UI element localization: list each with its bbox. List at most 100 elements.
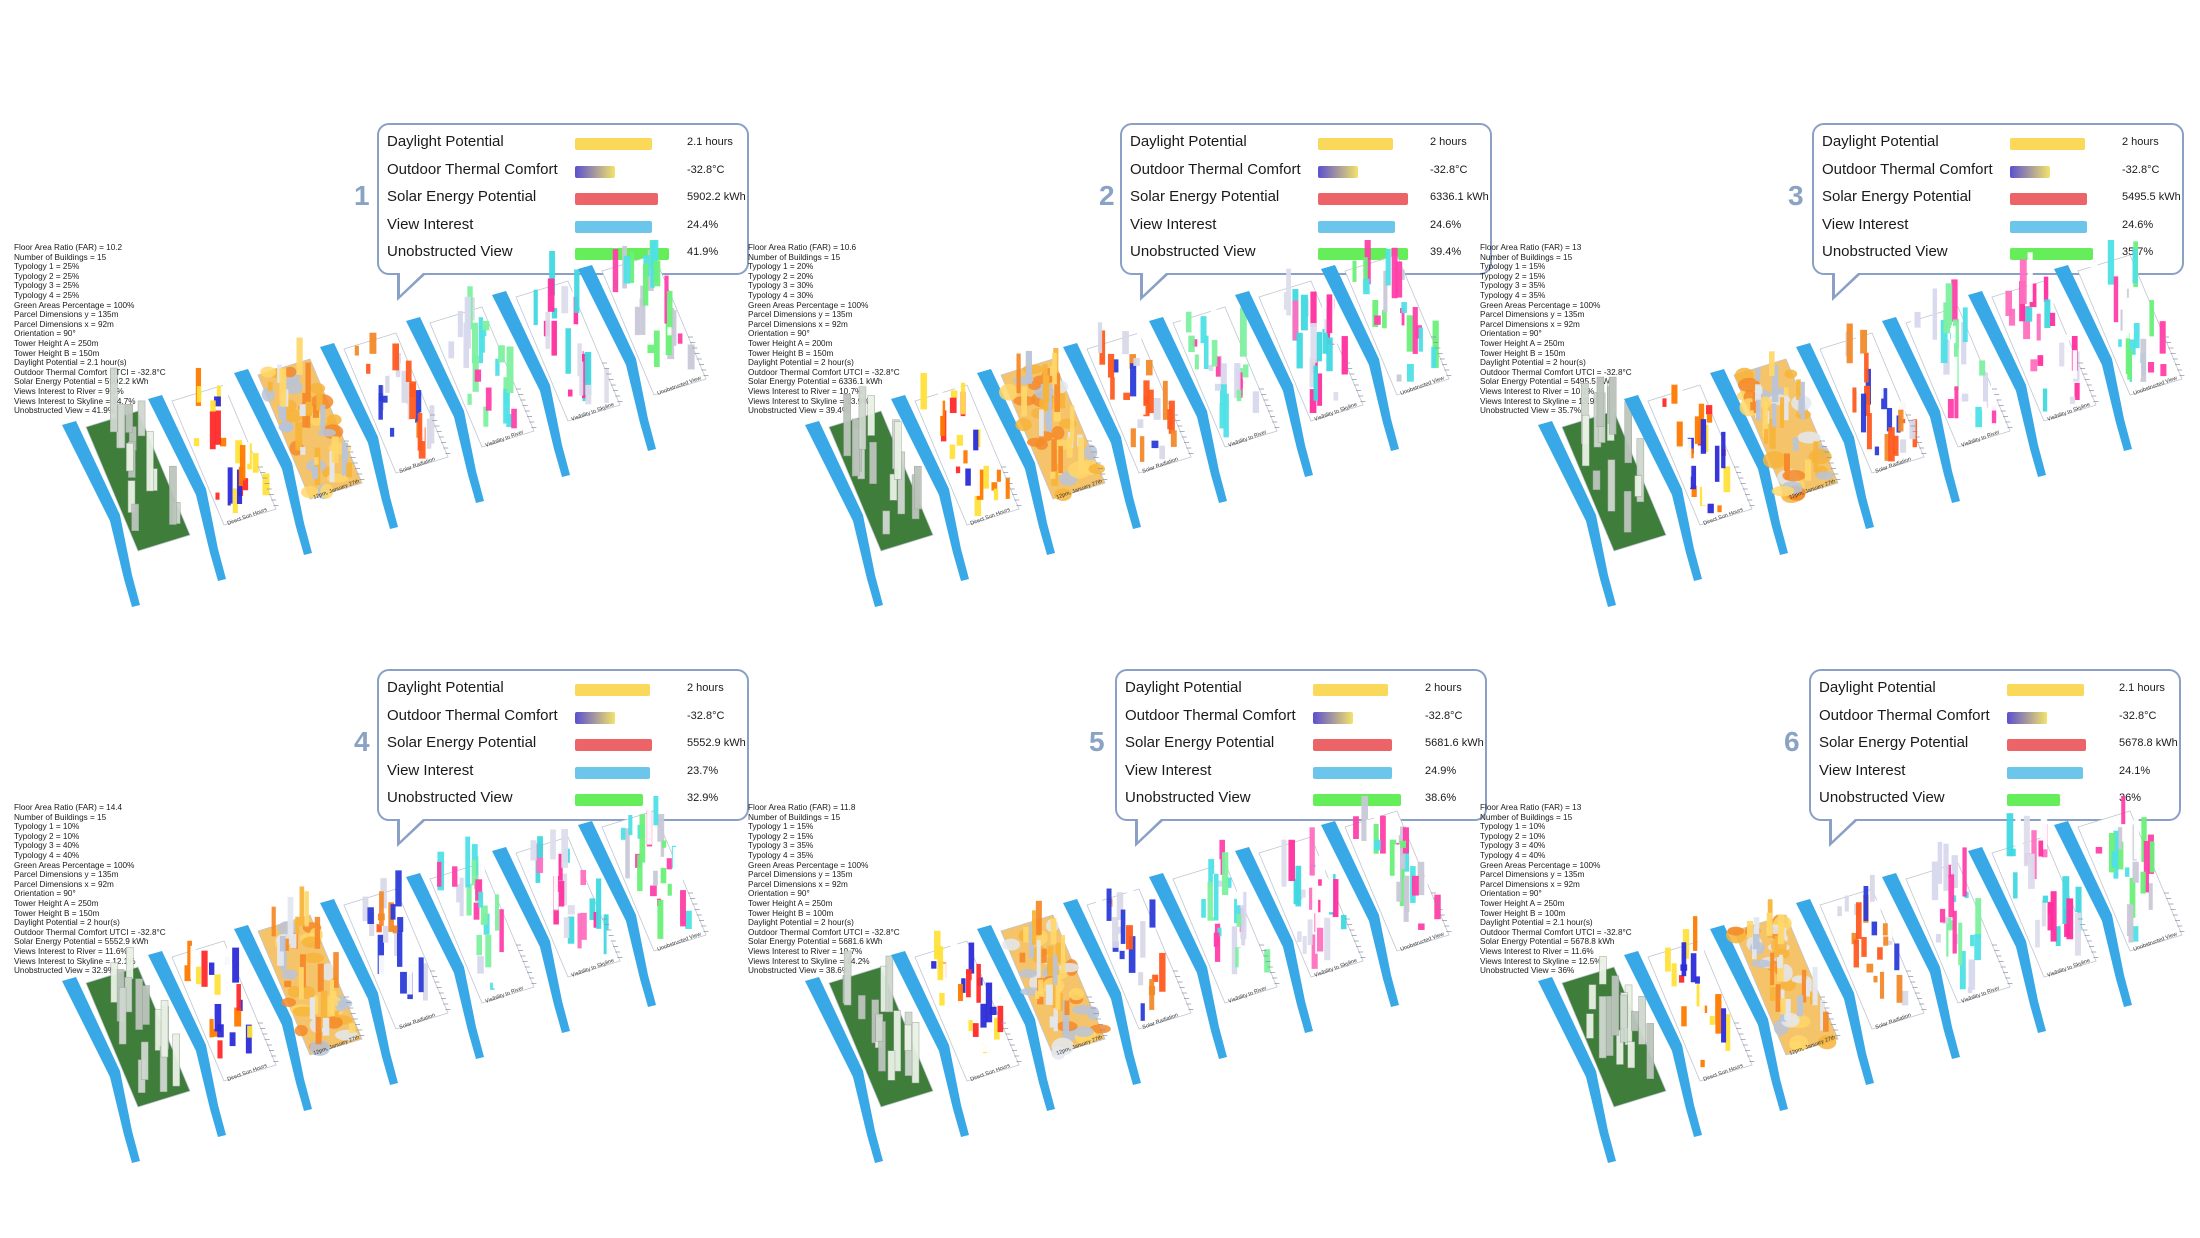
data-bar [1400, 307, 1405, 326]
heatmap-cell [1068, 988, 1085, 1001]
river-strip [1624, 395, 1702, 581]
data-bar [1140, 921, 1146, 958]
parameter-line: Outdoor Thermal Comfort UTCI = -32.8°C [748, 927, 900, 937]
data-bar [320, 990, 328, 1029]
option-number: 3 [1788, 180, 1804, 211]
parameter-line: Outdoor Thermal Comfort UTCI = -32.8°C [748, 367, 900, 377]
data-bar [1023, 926, 1029, 943]
river-strip [148, 951, 226, 1137]
river-strip [62, 421, 140, 607]
data-bar [1313, 365, 1318, 401]
data-bar [1856, 375, 1864, 392]
metric-row-solar: Solar Energy Potential 5681.6 kWh [1125, 732, 1485, 756]
analysis-panel: Unobstructed View [1321, 796, 1452, 1007]
data-bar [486, 366, 493, 375]
analysis-panel: Visibility to Skyline [1968, 807, 2099, 1033]
data-bar [1185, 311, 1192, 333]
data-bar [1389, 839, 1397, 876]
data-bar [1954, 319, 1959, 349]
data-bar [1395, 261, 1403, 298]
data-bar [574, 269, 580, 313]
parameter-line: Tower Height A = 200m [748, 338, 833, 348]
metric-value: -32.8°C [2119, 709, 2157, 722]
data-bar [1411, 875, 1419, 896]
analysis-panel [62, 947, 191, 1163]
data-bar [1954, 386, 1959, 419]
data-bar [579, 361, 584, 396]
analysis-panel: Direct Sun Hours [148, 357, 279, 581]
data-bar [680, 890, 686, 927]
analysis-panel: Visibility to Skyline [492, 828, 623, 1033]
metric-value: 2 hours [2122, 136, 2159, 148]
data-bar [400, 971, 408, 994]
metric-row-thermal: Outdoor Thermal Comfort -32.8°C [1819, 705, 2179, 729]
data-bar [1863, 385, 1871, 416]
analysis-panel: Solar Radiation [1063, 877, 1194, 1085]
data-bar [664, 275, 669, 324]
metric-label: Daylight Potential [1125, 679, 1242, 696]
heatmap-cell [320, 963, 336, 981]
data-bar [1953, 319, 1958, 326]
data-bar [362, 896, 369, 922]
data-bar [299, 404, 306, 417]
parameter-line: Parcel Dimensions y = 135m [748, 870, 853, 880]
data-bar [2006, 813, 2014, 857]
data-bar [464, 296, 471, 349]
data-bar [996, 469, 1001, 482]
data-bar [1052, 955, 1058, 985]
data-bar [1690, 394, 1696, 401]
data-bar [1886, 407, 1893, 432]
data-bar [184, 965, 191, 982]
metric-row-thermal: Outdoor Thermal Comfort -32.8°C [387, 705, 747, 729]
data-bar [1784, 454, 1790, 480]
parameter-line: Solar Energy Potential = 5678.8 kWh [1480, 937, 1615, 947]
data-bar [401, 370, 408, 403]
data-bar [1039, 988, 1045, 997]
parameter-line: Views Interest to Skyline = 13.9% [748, 396, 870, 406]
data-bar [639, 298, 645, 307]
parameter-line: Tower Height B = 150m [14, 348, 100, 358]
parameter-line: Typology 3 = 40% [14, 841, 80, 851]
data-bar [1873, 900, 1881, 934]
data-bar [2115, 339, 2122, 347]
data-bar [2117, 827, 2123, 850]
analysis-panel [805, 386, 934, 607]
metrics-callout: Daylight Potential 2.1 hours Outdoor Therm… [1809, 669, 2181, 847]
data-bar [1406, 363, 1414, 382]
data-bar [1681, 1006, 1687, 1027]
data-bar [2133, 322, 2140, 348]
data-bar [1775, 936, 1780, 958]
parameter-line: Parcel Dimensions y = 135m [1480, 310, 1585, 320]
data-bar [1948, 874, 1955, 918]
data-bar [1019, 952, 1026, 963]
data-bar [660, 867, 667, 884]
data-bar [1021, 386, 1028, 417]
data-bar [629, 251, 635, 283]
data-bar [1810, 991, 1815, 1005]
building-block [911, 1022, 920, 1084]
data-bar [262, 473, 270, 496]
data-bar [1116, 892, 1124, 921]
parameter-line: Green Areas Percentage = 100% [14, 300, 135, 310]
data-bar [376, 924, 382, 933]
data-bar [1721, 431, 1726, 469]
parameter-line: Typology 3 = 35% [748, 841, 814, 851]
parameter-line: Parcel Dimensions x = 92m [748, 879, 848, 889]
river-strip [1063, 899, 1141, 1085]
data-bar [1866, 963, 1874, 973]
data-bar [1326, 337, 1333, 372]
parameter-line: Green Areas Percentage = 100% [748, 860, 869, 870]
parameter-line: Daylight Potential = 2.1 hour(s) [14, 358, 127, 368]
analysis-panel [1538, 376, 1667, 607]
data-bar [976, 1044, 983, 1055]
analysis-panel: Visibility to River [1149, 839, 1280, 1059]
analysis-panel: 12pm, January 27th [977, 348, 1108, 555]
parameter-line: Tower Height A = 250m [14, 898, 99, 908]
data-bar [1898, 409, 1904, 432]
building-block [169, 465, 177, 525]
data-bar [667, 883, 672, 896]
metric-label: Daylight Potential [1130, 133, 1247, 150]
metric-row-solar: Solar Energy Potential 5902.2 kWh [387, 186, 747, 210]
data-bar [2066, 898, 2074, 940]
